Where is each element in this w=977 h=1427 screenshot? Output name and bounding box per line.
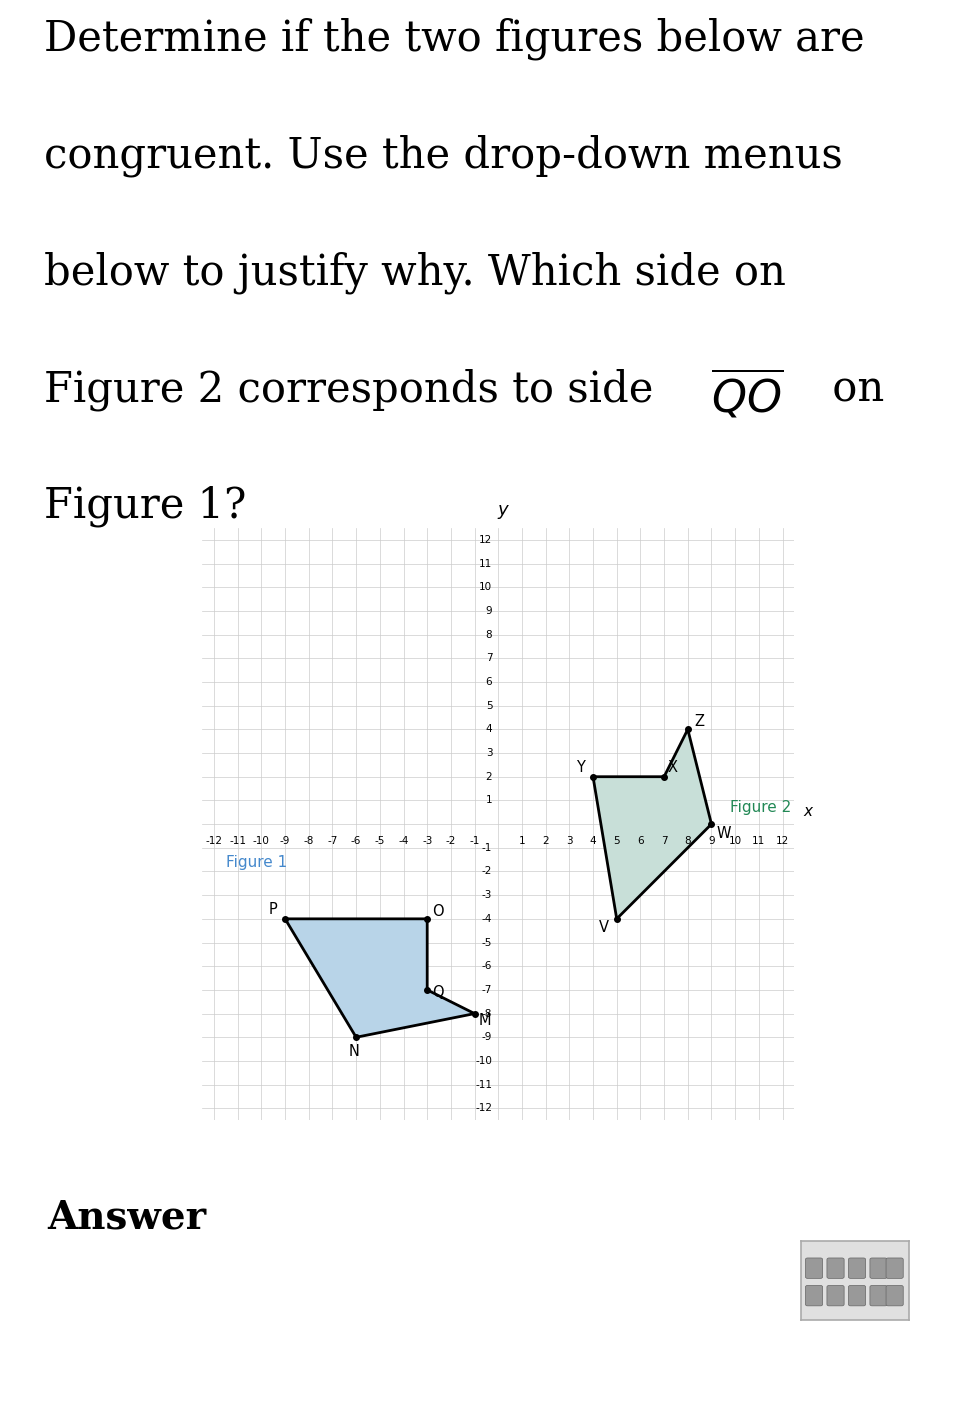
Text: 7: 7 [660, 836, 667, 846]
Text: on: on [819, 368, 884, 410]
Text: 3: 3 [566, 836, 573, 846]
Text: -9: -9 [482, 1032, 492, 1042]
Text: -8: -8 [482, 1009, 492, 1019]
Text: -3: -3 [482, 890, 492, 900]
FancyBboxPatch shape [886, 1259, 903, 1279]
Text: Figure 2 corresponds to side: Figure 2 corresponds to side [44, 368, 666, 411]
Text: N: N [349, 1045, 360, 1059]
Text: -7: -7 [482, 985, 492, 995]
Text: Answer: Answer [48, 1199, 207, 1237]
Text: y: y [497, 501, 508, 518]
Text: -2: -2 [446, 836, 456, 846]
FancyBboxPatch shape [848, 1259, 866, 1279]
FancyBboxPatch shape [827, 1286, 844, 1306]
Text: 10: 10 [729, 836, 742, 846]
Text: Z: Z [695, 714, 704, 729]
Text: 8: 8 [685, 836, 691, 846]
Text: 4: 4 [590, 836, 596, 846]
Text: -12: -12 [476, 1103, 492, 1113]
Text: Figure 1: Figure 1 [226, 855, 287, 869]
Text: -7: -7 [327, 836, 338, 846]
Text: -4: -4 [399, 836, 408, 846]
Text: 2: 2 [486, 772, 492, 782]
Text: -1: -1 [469, 836, 480, 846]
Text: -11: -11 [230, 836, 246, 846]
Text: 3: 3 [486, 748, 492, 758]
Text: -3: -3 [422, 836, 433, 846]
Text: 9: 9 [486, 606, 492, 616]
Text: 12: 12 [479, 535, 492, 545]
Text: -12: -12 [205, 836, 223, 846]
Text: Q: Q [432, 985, 444, 1000]
Text: -9: -9 [279, 836, 290, 846]
Text: Figure 2: Figure 2 [731, 801, 791, 815]
Text: 12: 12 [776, 836, 789, 846]
Text: $\overline{QO}$: $\overline{QO}$ [711, 368, 784, 422]
FancyBboxPatch shape [886, 1286, 903, 1306]
Text: below to justify why. Which side on: below to justify why. Which side on [44, 251, 786, 294]
Text: 5: 5 [486, 701, 492, 711]
Text: M: M [479, 1013, 491, 1029]
Text: 8: 8 [486, 629, 492, 639]
Text: 11: 11 [752, 836, 765, 846]
Text: 2: 2 [542, 836, 549, 846]
FancyBboxPatch shape [805, 1259, 823, 1279]
Text: Y: Y [575, 759, 584, 775]
Text: -11: -11 [476, 1080, 492, 1090]
Text: -4: -4 [482, 913, 492, 923]
Text: -5: -5 [482, 938, 492, 948]
Text: -8: -8 [304, 836, 314, 846]
Text: V: V [599, 919, 609, 935]
Text: -6: -6 [351, 836, 361, 846]
Text: 5: 5 [614, 836, 620, 846]
Text: W: W [716, 826, 731, 841]
Text: -6: -6 [482, 962, 492, 972]
Text: -5: -5 [374, 836, 385, 846]
Text: 11: 11 [479, 558, 492, 568]
Text: 4: 4 [486, 725, 492, 735]
FancyBboxPatch shape [827, 1259, 844, 1279]
FancyBboxPatch shape [805, 1286, 823, 1306]
Text: -2: -2 [482, 866, 492, 876]
Text: X: X [667, 759, 677, 775]
Text: Figure 1?: Figure 1? [44, 485, 246, 527]
Text: -10: -10 [476, 1056, 492, 1066]
Text: x: x [804, 805, 813, 819]
Text: 6: 6 [486, 676, 492, 686]
Text: -1: -1 [482, 843, 492, 853]
Text: 1: 1 [486, 795, 492, 805]
Polygon shape [285, 919, 475, 1037]
Text: 10: 10 [480, 582, 492, 592]
FancyBboxPatch shape [870, 1286, 887, 1306]
FancyBboxPatch shape [848, 1286, 866, 1306]
FancyBboxPatch shape [870, 1259, 887, 1279]
Text: P: P [269, 902, 277, 918]
Text: congruent. Use the drop-down menus: congruent. Use the drop-down menus [44, 134, 843, 177]
Text: O: O [432, 905, 444, 919]
Text: -10: -10 [253, 836, 270, 846]
Text: Determine if the two figures below are: Determine if the two figures below are [44, 17, 865, 60]
Text: 9: 9 [708, 836, 715, 846]
Polygon shape [593, 729, 711, 919]
Text: 7: 7 [486, 654, 492, 664]
Text: 1: 1 [519, 836, 526, 846]
Text: 6: 6 [637, 836, 644, 846]
